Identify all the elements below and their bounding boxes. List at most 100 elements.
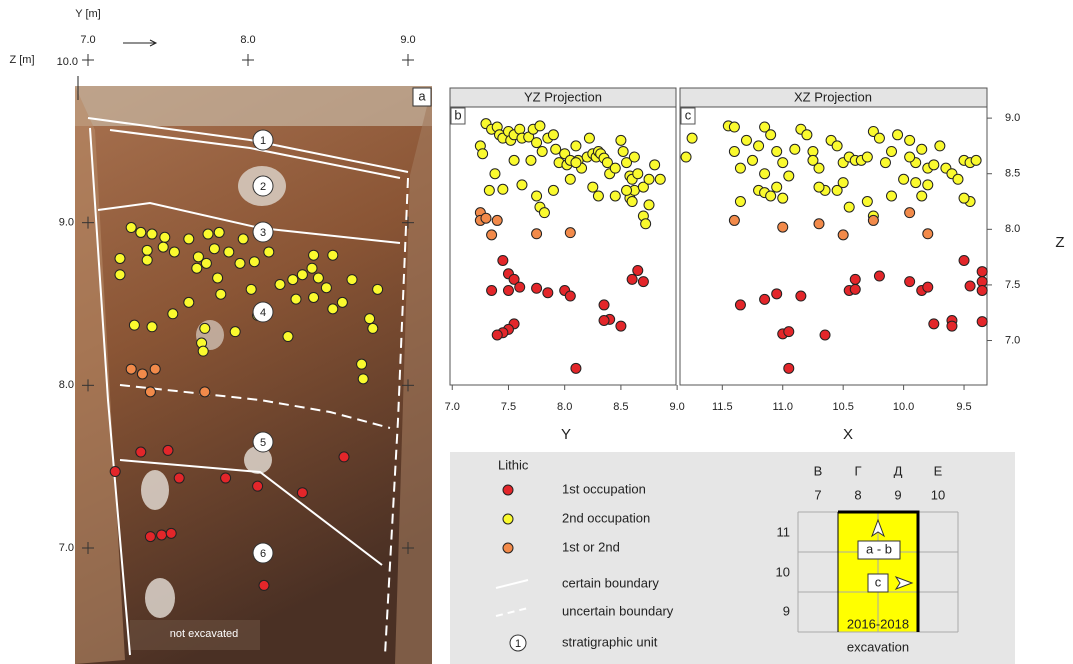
map-column-number: 8 [854, 487, 861, 502]
data-point [610, 163, 620, 173]
data-point [246, 284, 256, 294]
data-point [157, 530, 167, 540]
y-tick-label: 9.0 [1005, 112, 1020, 124]
legend-marker [503, 485, 513, 495]
data-point [760, 294, 770, 304]
data-point [832, 141, 842, 151]
legend-text: 1st or 2nd [562, 539, 620, 554]
data-point [313, 273, 323, 283]
data-point [593, 191, 603, 201]
data-point [548, 130, 558, 140]
data-point [198, 346, 208, 356]
data-point [201, 258, 211, 268]
data-point [238, 234, 248, 244]
panel-letter: c [685, 107, 692, 122]
data-point [571, 158, 581, 168]
data-point [977, 285, 987, 295]
data-point [735, 163, 745, 173]
data-point [633, 169, 643, 179]
data-point [784, 327, 794, 337]
data-point [814, 182, 824, 192]
data-point [838, 230, 848, 240]
data-point [754, 141, 764, 151]
data-point [868, 215, 878, 225]
data-point [622, 185, 632, 195]
data-point [115, 253, 125, 263]
data-point [337, 297, 347, 307]
data-point [814, 219, 824, 229]
data-point [526, 155, 536, 165]
data-point [905, 277, 915, 287]
data-point [532, 191, 542, 201]
x-tick-label: 11.5 [712, 401, 733, 413]
data-point [923, 282, 933, 292]
data-point [126, 364, 136, 374]
data-point [802, 130, 812, 140]
data-point [200, 323, 210, 333]
x-tick-label: 10.0 [893, 401, 914, 413]
data-point [309, 250, 319, 260]
y-tick-label: 7.0 [1005, 334, 1020, 346]
data-point [977, 317, 987, 327]
data-point [971, 155, 981, 165]
data-point [959, 193, 969, 203]
data-point [565, 228, 575, 238]
data-point [627, 274, 637, 284]
data-point [629, 152, 639, 162]
data-point [309, 292, 319, 302]
unit-label: 1 [260, 135, 266, 147]
legend-marker [503, 543, 513, 553]
x-tick-label: 7.5 [501, 401, 516, 413]
data-point [565, 174, 575, 184]
x-tick-label: 9.0 [400, 34, 415, 46]
data-point [478, 149, 488, 159]
data-point [539, 208, 549, 218]
map-section: a - b [866, 541, 892, 556]
data-point [200, 387, 210, 397]
y-tick-label: 7.0 [59, 542, 74, 554]
data-point [259, 580, 269, 590]
data-point [339, 452, 349, 462]
data-point [548, 185, 558, 195]
data-point [213, 273, 223, 283]
data-point [929, 319, 939, 329]
legend-text: certain boundary [562, 575, 659, 590]
data-point [905, 208, 915, 218]
data-point [911, 178, 921, 188]
data-point [147, 229, 157, 239]
data-point [808, 155, 818, 165]
data-point [288, 275, 298, 285]
data-point [481, 213, 491, 223]
legend-text: uncertain boundary [562, 603, 674, 618]
map-row: 10 [776, 564, 790, 579]
data-point [650, 160, 660, 170]
unit-label: 3 [260, 227, 266, 239]
data-point [115, 270, 125, 280]
data-point [729, 146, 739, 156]
data-point [169, 247, 179, 257]
data-point [328, 250, 338, 260]
data-point [537, 146, 547, 156]
map-caption: excavation [847, 639, 909, 654]
data-point [844, 202, 854, 212]
data-point [145, 532, 155, 542]
x-tick-label: 9.0 [669, 401, 684, 413]
data-point [953, 174, 963, 184]
data-point [947, 321, 957, 331]
panel-letter: b [454, 107, 461, 122]
data-point [347, 275, 357, 285]
data-point [641, 219, 651, 229]
data-point [729, 122, 739, 132]
map-row: 9 [783, 603, 790, 618]
data-point [216, 289, 226, 299]
data-point [850, 284, 860, 294]
x-tick-label: 10.5 [832, 401, 853, 413]
data-point [571, 363, 581, 373]
data-point [137, 369, 147, 379]
data-point [796, 291, 806, 301]
data-point [532, 138, 542, 148]
panel-title: YZ Projection [524, 89, 602, 104]
data-point [492, 215, 502, 225]
data-point [160, 232, 170, 242]
data-point [264, 247, 274, 257]
